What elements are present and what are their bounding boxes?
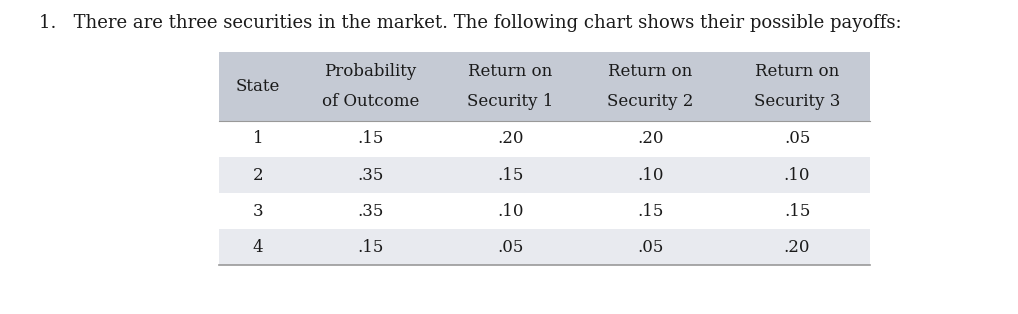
Text: .10: .10 — [784, 166, 810, 184]
Text: 2: 2 — [252, 166, 264, 184]
Text: .20: .20 — [637, 130, 664, 148]
Text: .15: .15 — [637, 203, 664, 220]
Text: Security 1: Security 1 — [467, 93, 554, 110]
Text: 4: 4 — [252, 239, 264, 256]
Text: 1: 1 — [252, 130, 264, 148]
Text: .05: .05 — [637, 239, 664, 256]
Text: .15: .15 — [784, 203, 810, 220]
Text: .20: .20 — [497, 130, 523, 148]
Text: Security 3: Security 3 — [754, 93, 840, 110]
Text: Return on: Return on — [609, 63, 692, 80]
Bar — [219, 121, 870, 157]
Text: Return on: Return on — [468, 63, 553, 80]
Text: .20: .20 — [784, 239, 810, 256]
Text: Return on: Return on — [755, 63, 839, 80]
Bar — [219, 52, 870, 121]
Bar — [219, 229, 870, 265]
Text: 1.   There are three securities in the market. The following chart shows their p: 1. There are three securities in the mar… — [39, 14, 901, 32]
Text: .05: .05 — [784, 130, 810, 148]
Bar — [219, 193, 870, 229]
Text: .10: .10 — [637, 166, 664, 184]
Bar — [219, 157, 870, 193]
Text: State: State — [236, 78, 280, 95]
Text: of Outcome: of Outcome — [322, 93, 419, 110]
Text: .35: .35 — [357, 166, 384, 184]
Text: Security 2: Security 2 — [608, 93, 693, 110]
Text: .35: .35 — [357, 203, 384, 220]
Text: Probability: Probability — [324, 63, 416, 80]
Text: .15: .15 — [497, 166, 523, 184]
Text: .10: .10 — [497, 203, 523, 220]
Text: 3: 3 — [252, 203, 264, 220]
Text: .15: .15 — [357, 239, 384, 256]
Text: .05: .05 — [497, 239, 523, 256]
Text: .15: .15 — [357, 130, 384, 148]
